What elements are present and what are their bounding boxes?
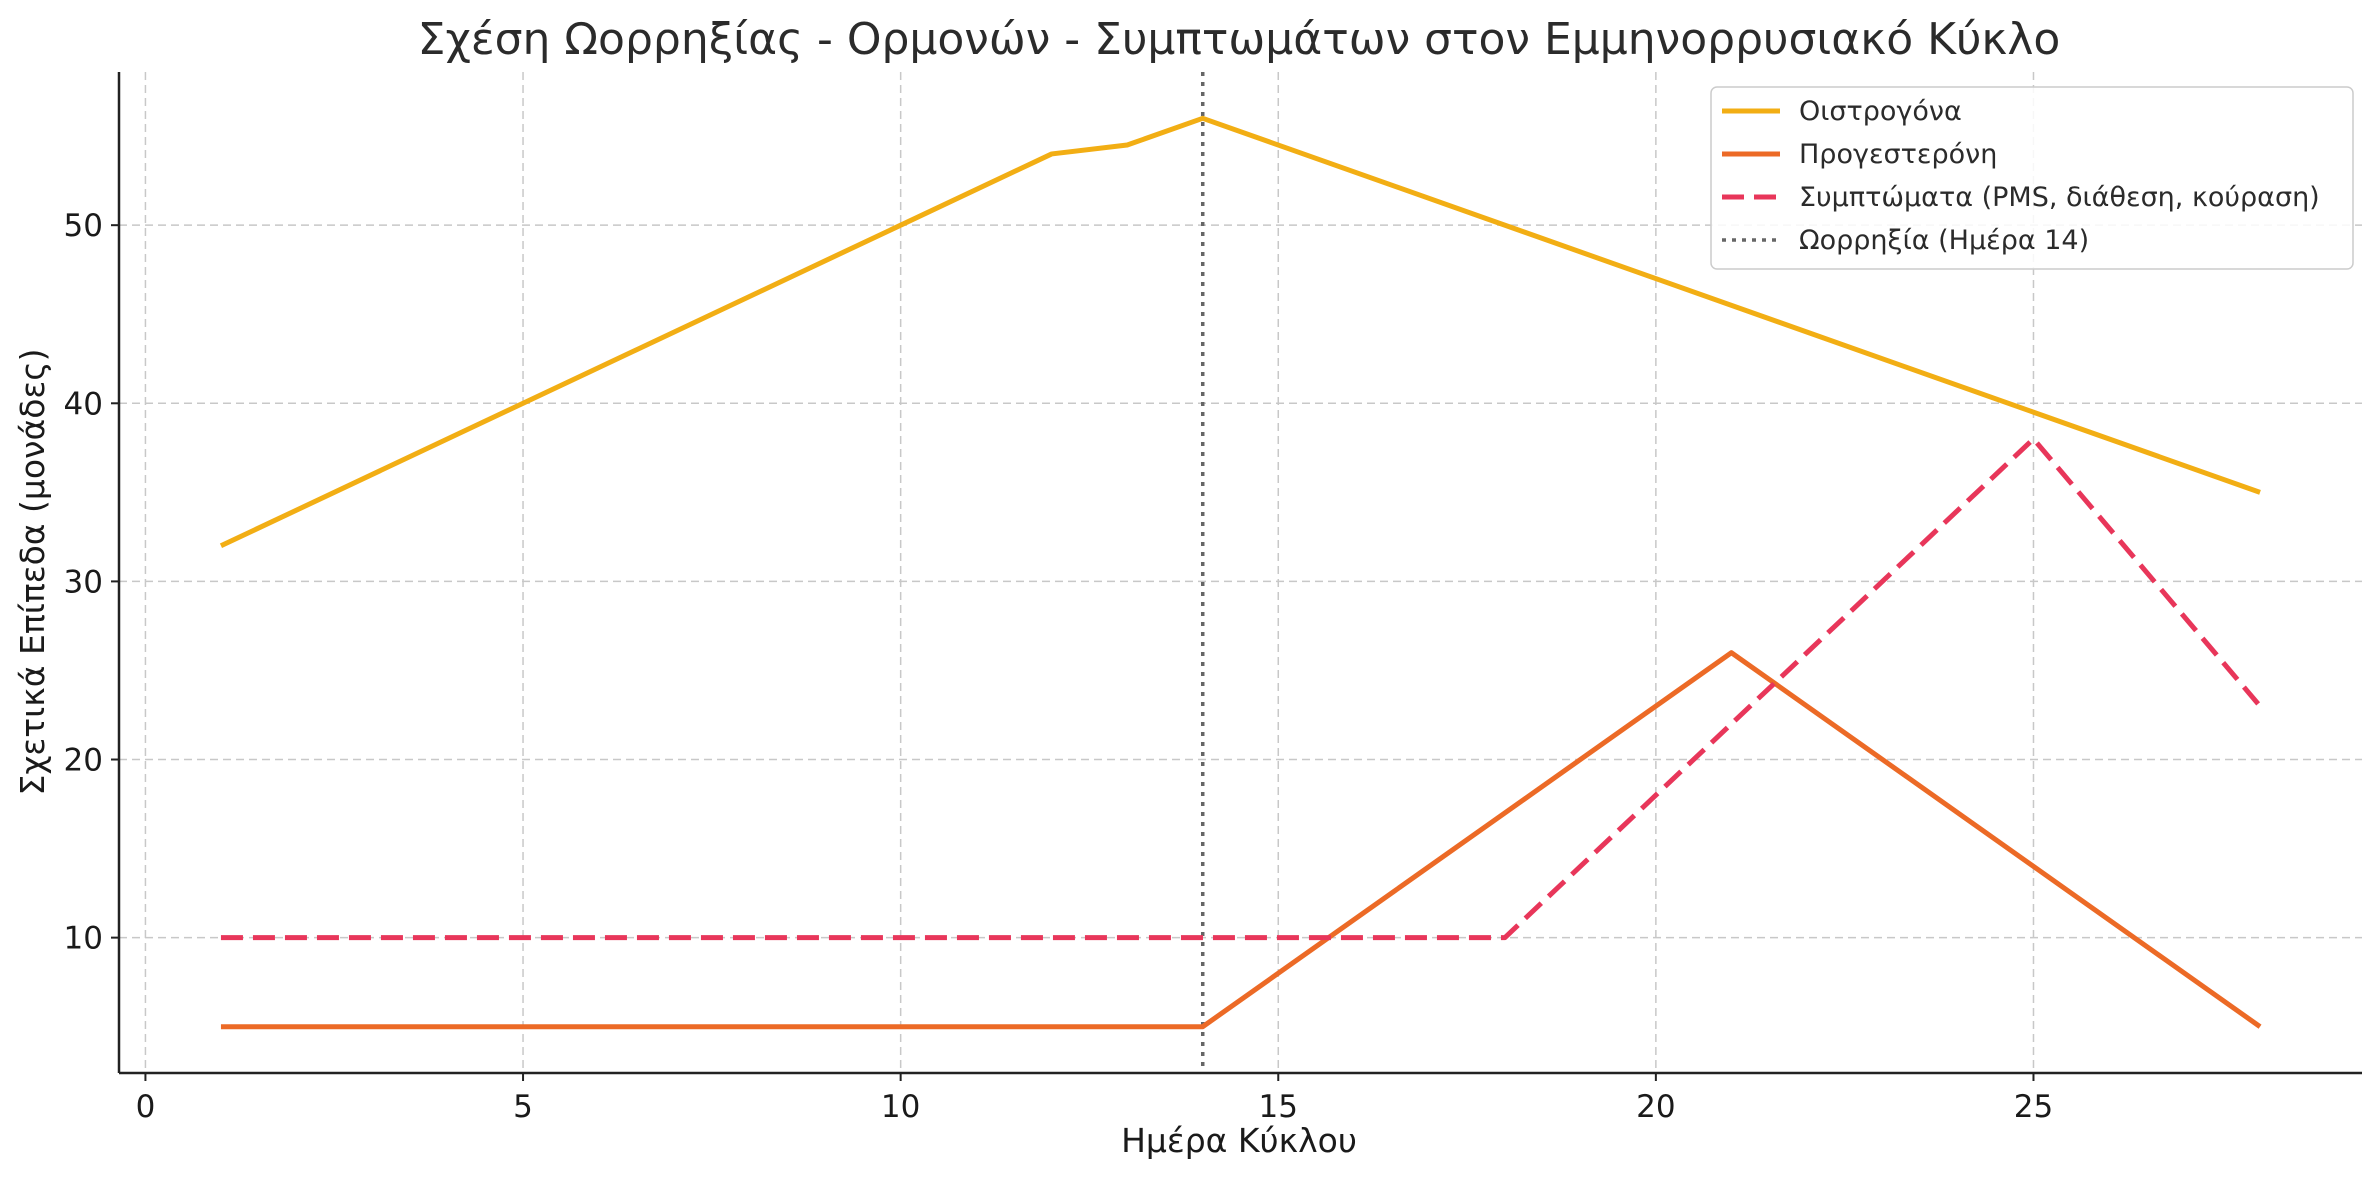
legend-label: Ωορρηξία (Ημέρα 14) [1799,225,2089,256]
x-axis-label: Ημέρα Κύκλου [1121,1121,1357,1160]
legend-label: Προγεστερόνη [1799,139,1997,170]
x-tick-label: 20 [1636,1089,1675,1125]
x-tick-label: 25 [2014,1089,2053,1125]
y-tick-label: 10 [64,921,103,957]
x-tick-label: 15 [1259,1089,1298,1125]
estrogen-line [219,115,2261,549]
chart-title: Σχέση Ωορρηξίας - Ορμονών - Συμπτωμάτων … [418,14,2061,65]
legend-entry-progesterone-line: Προγεστερόνη [1722,139,1997,170]
y-axis-label: Σχετικά Επίπεδα (μονάδες) [13,348,52,795]
y-tick-label: 30 [64,564,103,600]
tick-layer: 0 5 10 15 20 25 10 20 30 40 50 [64,208,2054,1125]
legend-box [1710,86,2354,270]
y-tick-label: 50 [64,208,103,244]
symptoms-line [220,436,2262,941]
legend-entry-symptoms-line: Συμπτώματα (PMS, διάθεση, κούραση) [1722,182,2320,213]
y-tick-label: 20 [64,743,103,779]
series-layer [219,115,2262,1030]
progesterone-line [220,650,2262,1030]
legend-entry-ovulation: Ωορρηξία (Ημέρα 14) [1722,225,2089,256]
legend-label: Οιστρογόνα [1799,96,1962,127]
grid-layer [119,72,2362,1073]
legend: Οιστρογόνα Προγεστερόνη Συμπτώματα (PMS, δ… [1710,86,2354,270]
legend-entry-estrogen-line: Οιστρογόνα [1722,96,1962,127]
axes-layer [117,72,2362,1075]
x-tick-label: 5 [513,1089,533,1125]
x-tick-label: 10 [881,1089,920,1125]
x-tick-label: 0 [136,1089,156,1125]
legend-label: Συμπτώματα (PMS, διάθεση, κούραση) [1799,182,2320,213]
y-tick-label: 40 [64,386,103,422]
